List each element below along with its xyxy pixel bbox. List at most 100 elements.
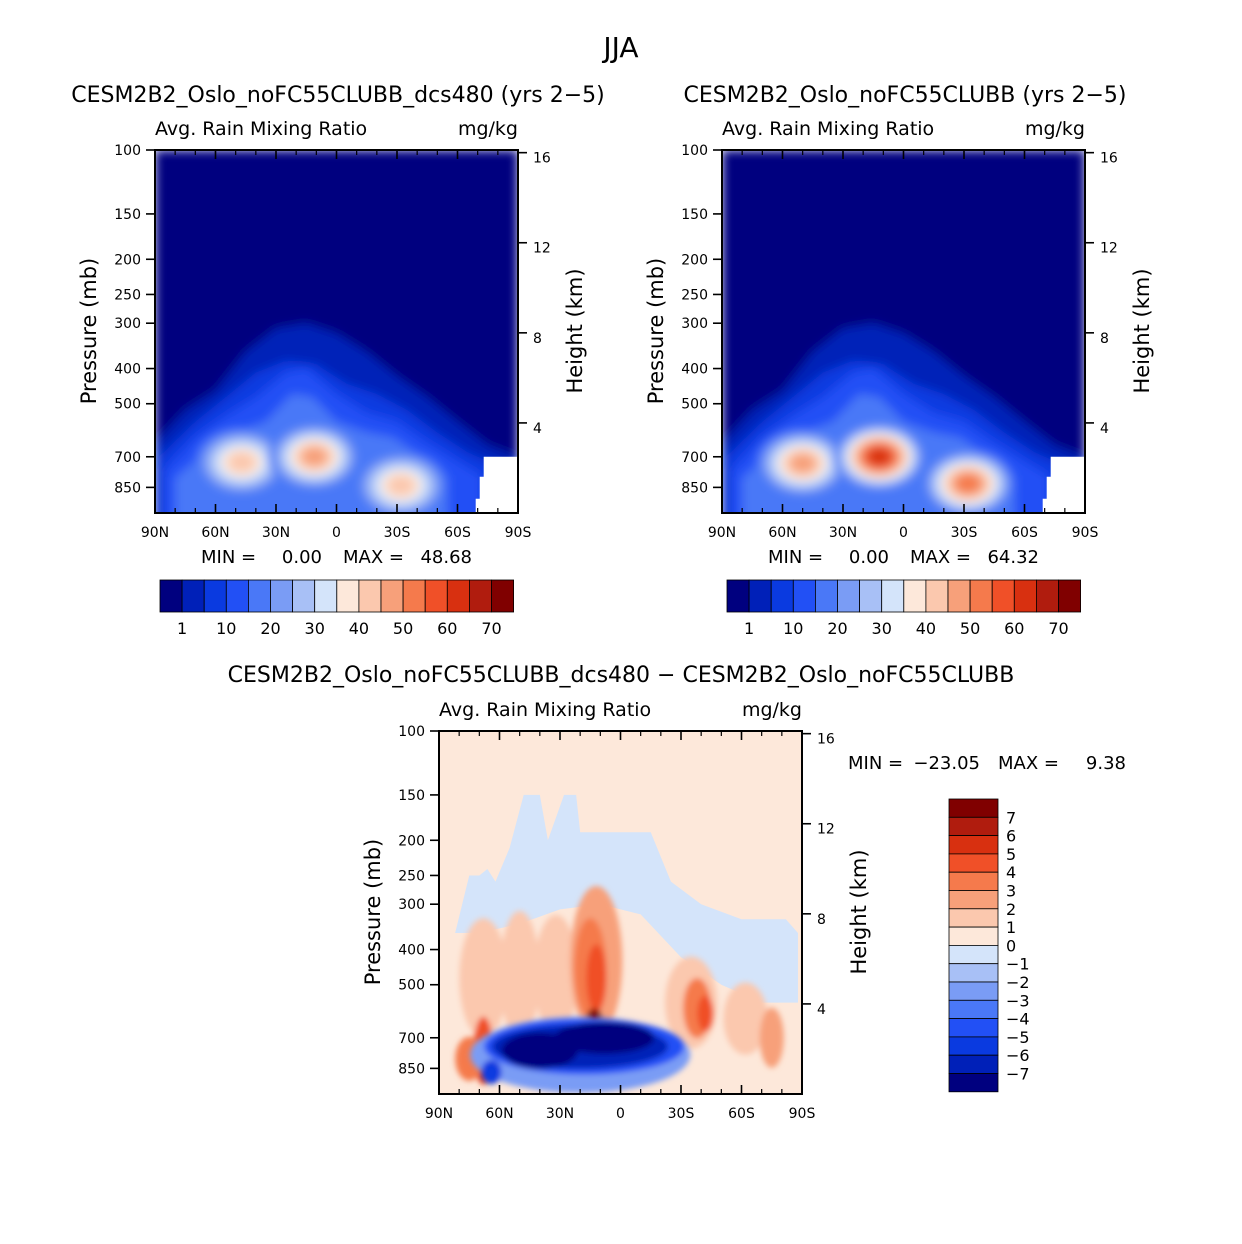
panel2-max-label: MAX =	[910, 547, 971, 568]
y2-tick-label: 8	[1100, 331, 1109, 347]
y-tick-label: 100	[681, 143, 708, 159]
x-tick-label: 90N	[141, 525, 169, 541]
x-tick-label: 30S	[384, 525, 411, 541]
y2-tick-label: 8	[533, 331, 542, 347]
colorbar-label: −7	[1006, 1065, 1030, 1084]
panel1-y2label: Height (km)	[563, 268, 587, 393]
y-tick-label: 200	[398, 833, 425, 849]
y-tick-label: 850	[398, 1061, 425, 1077]
colorbar-swatch	[292, 579, 316, 613]
colorbar-swatch	[159, 579, 183, 613]
y-tick-label: 150	[681, 207, 708, 223]
colorbar-label: 20	[260, 619, 280, 638]
y-tick-label: 400	[114, 362, 141, 378]
panel3-y2label: Height (km)	[847, 849, 871, 974]
y-tick-label: 300	[114, 316, 141, 332]
colorbar-label: 70	[481, 619, 501, 638]
colorbar-label: 60	[1004, 619, 1024, 638]
colorbar-swatch	[969, 579, 993, 613]
panel2-ylabel: Pressure (mb)	[644, 258, 668, 405]
colorbar-swatch	[203, 579, 227, 613]
panel2-title: CESM2B2_Oslo_noFC55CLUBB (yrs 2−5)	[684, 83, 1127, 108]
y-tick-label: 400	[681, 362, 708, 378]
x-tick-label: 60N	[485, 1106, 513, 1122]
panel2-min-label: MIN =	[768, 547, 823, 568]
colorbar-swatch	[925, 579, 949, 613]
y-tick-label: 150	[114, 207, 141, 223]
colorbar-swatch	[181, 579, 205, 613]
colorbar-label: 10	[216, 619, 236, 638]
colorbar-label: 50	[393, 619, 413, 638]
colorbar-label: 1	[177, 619, 187, 638]
peak-1-band-10	[301, 447, 327, 466]
colorbar-label: 30	[872, 619, 892, 638]
panel3-units: mg/kg	[742, 699, 802, 721]
panel1-min-label: MIN =	[201, 547, 256, 568]
y-tick-label: 300	[681, 316, 708, 332]
y2-tick-label: 4	[533, 421, 542, 437]
missing-data-region	[475, 456, 518, 513]
colorbar-swatch	[336, 579, 360, 613]
colorbar-swatch	[247, 579, 271, 613]
diff-negative-cell-3	[554, 1021, 655, 1054]
x-tick-label: 30N	[262, 525, 290, 541]
panel1-title: CESM2B2_Oslo_noFC55CLUBB_dcs480 (yrs 2−5…	[71, 83, 605, 108]
colorbar-swatch	[948, 871, 999, 891]
colorbar-label: −1	[1006, 955, 1030, 974]
y-tick-label: 700	[398, 1031, 425, 1047]
y2-tick-label: 12	[1100, 241, 1118, 257]
panel1-plot-area	[155, 150, 518, 513]
diff-negative-cell-5	[481, 1060, 502, 1085]
panel2-colorbar: 1 10 20 30 40 50 60 70	[726, 579, 1082, 638]
panel3-min-label: MIN =	[848, 753, 903, 774]
panel2-missing-mask	[1042, 456, 1085, 513]
y2-tick-label: 16	[1100, 151, 1118, 167]
x-tick-label: 60S	[1011, 525, 1038, 541]
colorbar-swatch	[792, 579, 816, 613]
colorbar-label: 4	[1006, 863, 1016, 882]
panel1-units: mg/kg	[458, 118, 518, 140]
peak-2-band-9	[387, 475, 415, 496]
panel3-max-label: MAX =	[998, 753, 1059, 774]
colorbar-swatch	[446, 579, 470, 613]
colorbar-swatch	[948, 816, 999, 836]
peak-2-band-11	[956, 474, 980, 493]
y-tick-label: 100	[114, 143, 141, 159]
panel2-max-value: 64.32	[987, 547, 1039, 568]
colorbar-swatch	[948, 798, 999, 818]
panel1: CESM2B2_Oslo_noFC55CLUBB_dcs480 (yrs 2−5…	[71, 83, 605, 638]
x-tick-label: 90N	[425, 1106, 453, 1122]
panel2: CESM2B2_Oslo_noFC55CLUBB (yrs 2−5) Avg. …	[644, 83, 1154, 638]
panel3-max-value: 9.38	[1086, 753, 1126, 774]
colorbar-swatch	[748, 579, 772, 613]
diff-positive-cell-9	[723, 982, 768, 1055]
x-tick-label: 90S	[789, 1106, 816, 1122]
y-tick-label: 200	[114, 252, 141, 268]
panel2-min-value: 0.00	[849, 547, 889, 568]
colorbar-swatch	[881, 579, 905, 613]
panel2-y2label: Height (km)	[1130, 268, 1154, 393]
x-tick-label: 30N	[546, 1106, 574, 1122]
panel1-axes: 90N 60N 30N 0 30S 60S 90S 100 150 200 250 300 400 500…	[114, 143, 551, 541]
colorbar-label: 10	[783, 619, 803, 638]
diff-negative-cell-4	[501, 1032, 578, 1069]
x-tick-label: 60S	[444, 525, 471, 541]
colorbar-label: 20	[827, 619, 847, 638]
colorbar-label: 1	[1006, 918, 1016, 937]
colorbar-swatch	[948, 926, 999, 946]
colorbar-swatch	[314, 579, 338, 613]
colorbar-swatch	[358, 579, 382, 613]
diff-positive-cell-1	[499, 910, 540, 1039]
colorbar-swatch	[770, 579, 794, 613]
colorbar-label: 0	[1006, 936, 1016, 955]
y-tick-label: 250	[398, 868, 425, 884]
x-tick-label: 60N	[768, 525, 796, 541]
y-tick-label: 850	[681, 480, 708, 496]
diff-positive-cell-8	[697, 995, 714, 1032]
panel3-plot-area	[439, 731, 802, 1094]
colorbar-swatch	[424, 579, 448, 613]
colorbar-swatch	[402, 579, 426, 613]
colorbar-label: −4	[1006, 1010, 1030, 1029]
panel3-min-value: −23.05	[913, 753, 980, 774]
x-tick-label: 0	[899, 525, 908, 541]
